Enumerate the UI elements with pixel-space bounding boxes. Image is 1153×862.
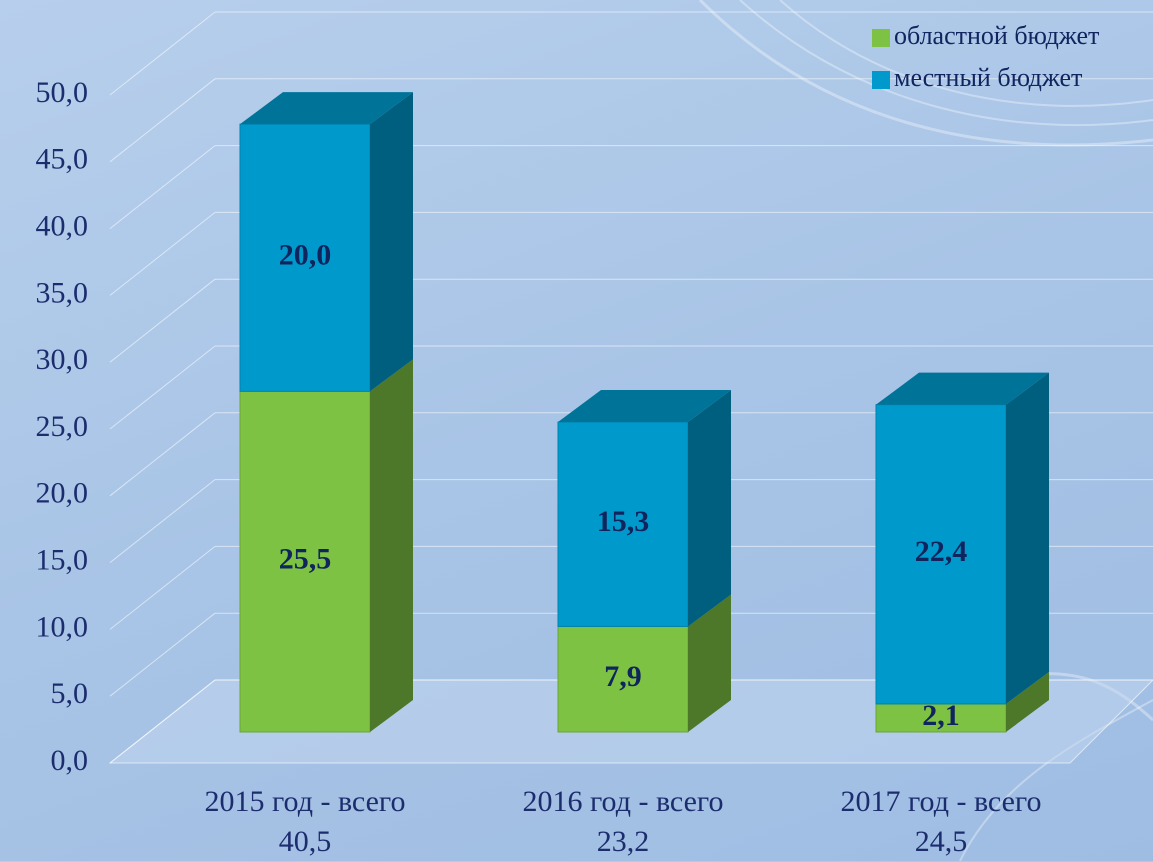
x-tick-label: 2017 год - всего 24,5 bbox=[811, 782, 1071, 862]
data-label: 20,0 bbox=[279, 239, 332, 272]
grid-line bbox=[110, 480, 215, 563]
grid-line bbox=[110, 413, 215, 496]
grid-line bbox=[110, 279, 215, 362]
y-tick-label: 45,0 bbox=[36, 143, 89, 176]
data-label: 22,4 bbox=[915, 535, 968, 568]
x-tick-label: 2016 год - всего 23,2 bbox=[493, 782, 753, 862]
y-tick-label: 35,0 bbox=[36, 276, 89, 309]
grid-line bbox=[110, 79, 215, 162]
grid-line bbox=[110, 613, 215, 696]
y-tick-label: 0,0 bbox=[51, 744, 89, 777]
legend-label: областной бюджет bbox=[894, 21, 1099, 50]
grid-line bbox=[110, 212, 215, 295]
bar-side bbox=[1006, 373, 1049, 704]
y-tick-label: 30,0 bbox=[36, 343, 89, 376]
chart: 0,0 5,0 10,0 15,0 20,0 25,0 30,0 35,0 40,0 45,0 50… bbox=[0, 0, 1153, 861]
data-label: 7,9 bbox=[604, 660, 642, 693]
bar-side bbox=[688, 390, 731, 626]
bar-side bbox=[370, 359, 413, 732]
bar-side bbox=[370, 92, 413, 391]
grid-line bbox=[110, 12, 215, 95]
x-tick-label: 2015 год - всего 40,5 bbox=[175, 782, 435, 862]
legend-swatch bbox=[872, 29, 890, 47]
y-tick-label: 15,0 bbox=[36, 543, 89, 576]
legend-label: местный бюджет bbox=[894, 63, 1082, 92]
grid-line bbox=[110, 146, 215, 229]
y-tick-label: 10,0 bbox=[36, 610, 89, 643]
grid-line bbox=[110, 546, 215, 629]
y-tick-label: 25,0 bbox=[36, 410, 89, 443]
grid-line bbox=[110, 346, 215, 429]
y-tick-label: 40,0 bbox=[36, 209, 89, 242]
page: 0,0 5,0 10,0 15,0 20,0 25,0 30,0 35,0 40,0 45,0 50… bbox=[0, 0, 1153, 861]
y-tick-label: 50,0 bbox=[36, 76, 89, 109]
y-tick-label: 5,0 bbox=[51, 677, 89, 710]
data-label: 15,3 bbox=[597, 505, 650, 538]
legend-swatch bbox=[872, 71, 890, 89]
data-label: 25,5 bbox=[279, 543, 332, 576]
y-tick-label: 20,0 bbox=[36, 477, 89, 510]
